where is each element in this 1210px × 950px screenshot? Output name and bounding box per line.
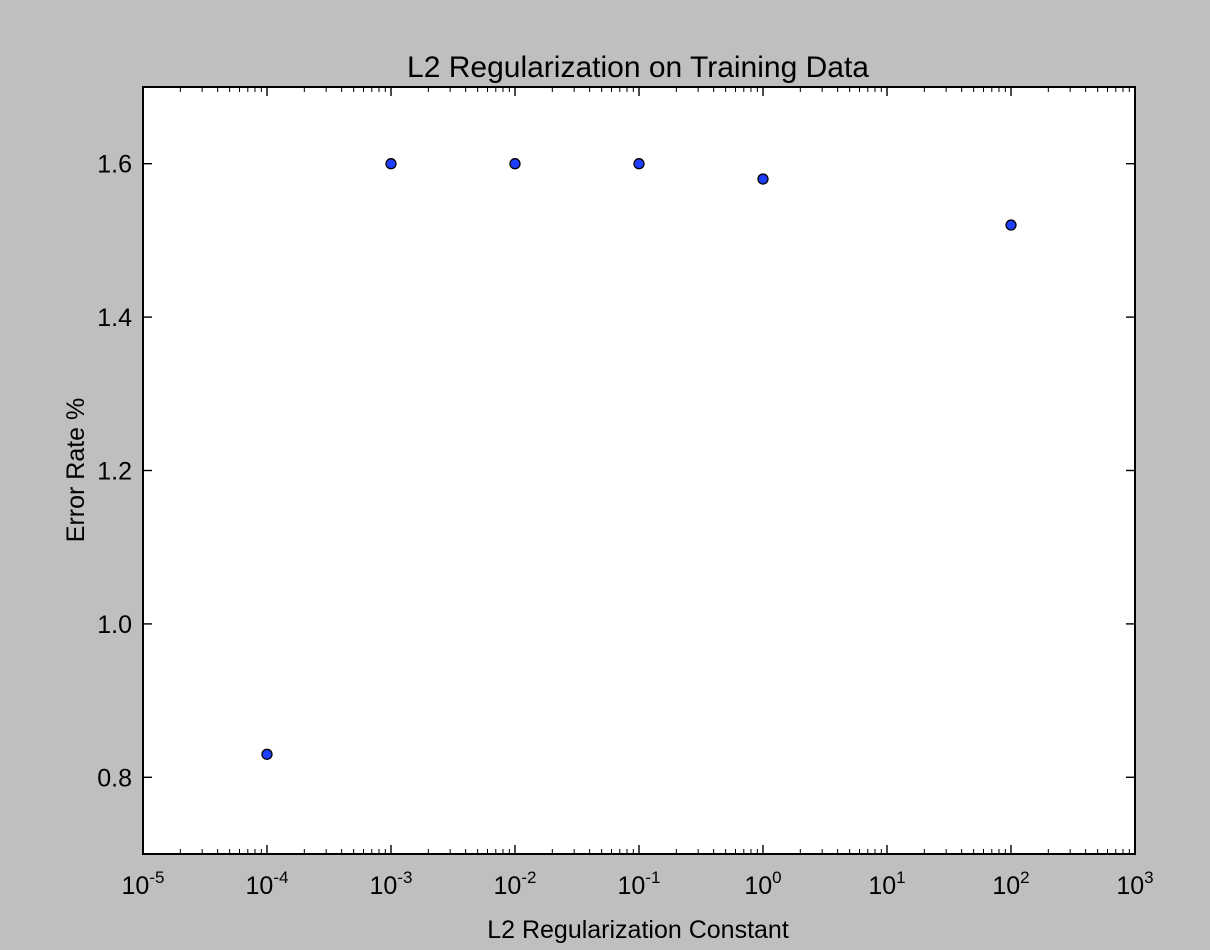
x-tick-label: 10-5: [122, 868, 165, 900]
x-tick-label: 100: [744, 868, 781, 900]
y-tick-label: 1.6: [97, 151, 132, 179]
data-point: [261, 748, 273, 760]
data-point: [757, 173, 769, 185]
y-tick-label: 1.0: [97, 611, 132, 639]
chart-title: L2 Regularization on Training Data: [407, 51, 869, 84]
data-point: [1005, 219, 1017, 231]
data-points: [261, 158, 1017, 760]
data-point: [633, 158, 645, 170]
y-tick-label: 1.2: [97, 458, 132, 486]
x-tick-labels: 10-5 10-4 10-3 10-2 10-1 100 101 102 103: [122, 868, 1154, 900]
x-tick-label: 10-3: [370, 868, 413, 900]
plot-frame: [142, 86, 1136, 855]
plot-area: [143, 87, 1135, 854]
x-tick-label: 101: [868, 868, 905, 900]
x-tick-label: 10-4: [246, 868, 289, 900]
x-tick-label: 10-1: [618, 868, 661, 900]
x-tick-label: 10-2: [494, 868, 537, 900]
x-axis-label: L2 Regularization Constant: [487, 916, 789, 944]
y-tick-label: 0.8: [97, 764, 132, 792]
data-point: [509, 158, 521, 170]
x-tick-label: 103: [1116, 868, 1153, 900]
x-tick-label: 102: [992, 868, 1029, 900]
data-point: [385, 158, 397, 170]
y-axis-label: Error Rate %: [62, 398, 90, 542]
y-tick-label: 1.4: [97, 304, 132, 332]
y-tick-labels: 0.8 1.0 1.2 1.4 1.6: [97, 151, 132, 793]
